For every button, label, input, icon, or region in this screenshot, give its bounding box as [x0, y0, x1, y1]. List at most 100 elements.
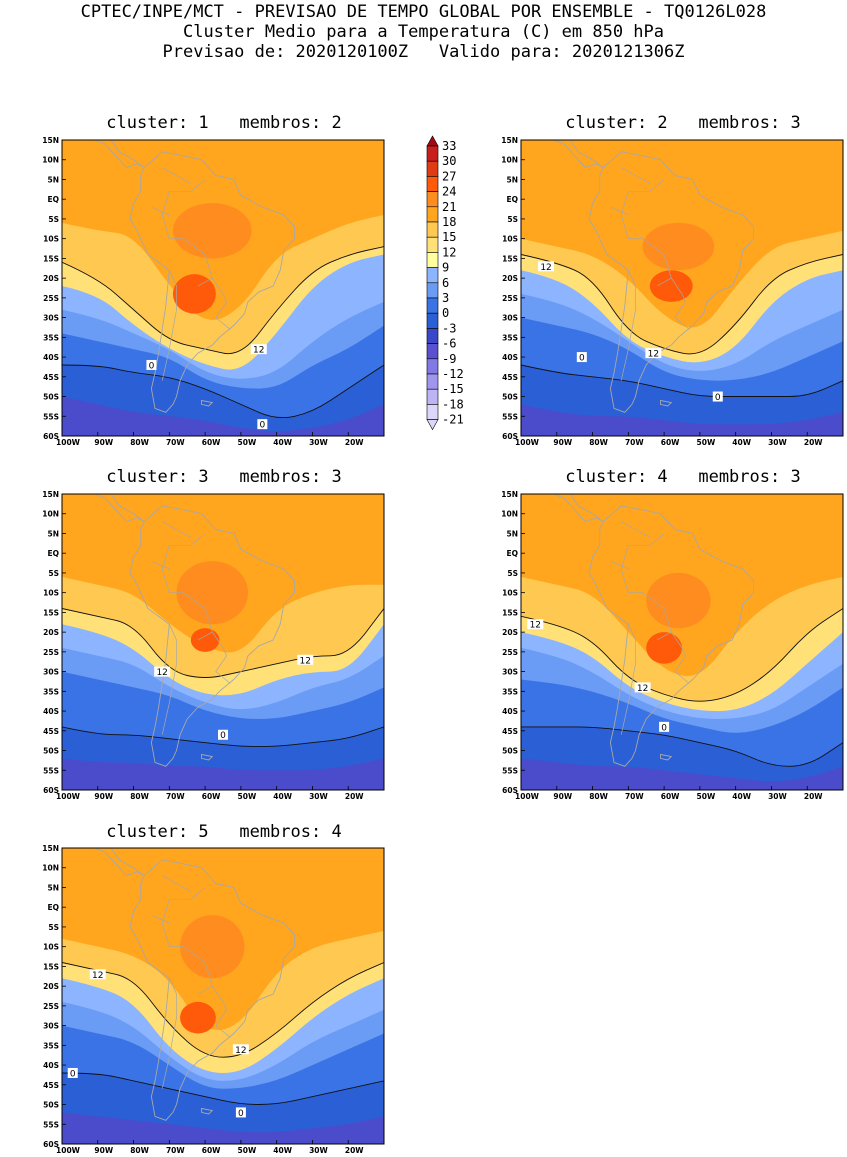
- contour-line-0: [521, 364, 843, 397]
- country-border: [161, 978, 177, 1089]
- legend-level-label: 24: [442, 185, 456, 199]
- longitude-label: 60W: [661, 792, 680, 801]
- map-panel-3: 12 12 0 15N 10N 5N EQ 5S 10S 15S 20S 25S 30S 35S 40S 45…: [42, 490, 385, 801]
- longitude-label: 70W: [166, 1146, 185, 1155]
- contour-label: 0: [220, 731, 226, 741]
- latitude-label: 30S: [502, 668, 518, 677]
- temperature-band-minus3: [62, 396, 384, 436]
- latitude-label: 55S: [43, 766, 59, 775]
- warm-core-region: [649, 270, 693, 302]
- legend-level-label: -21: [442, 413, 464, 427]
- contour-label-box: [527, 619, 544, 630]
- latitude-label: 50S: [502, 747, 518, 756]
- temperature-map: 12 12 0 15N 10N 5N EQ 5S 10S 15S 20S 25S 30S 35S 40S 45…: [42, 490, 385, 801]
- country-border: [162, 167, 191, 184]
- legend-bottom-arrow: [426, 419, 439, 431]
- legend-color-segment: [426, 312, 439, 329]
- warm-core-region: [190, 628, 220, 652]
- latitude-label: 15S: [502, 254, 518, 263]
- longitude-label: 20W: [345, 1146, 364, 1155]
- longitude-label: 100W: [515, 792, 540, 801]
- latitude-label: 25S: [43, 648, 59, 657]
- country-border: [161, 179, 231, 330]
- latitude-label: 25S: [502, 648, 518, 657]
- longitude-label: 40W: [732, 792, 751, 801]
- longitude-label: 80W: [130, 792, 149, 801]
- latitude-label: 5N: [48, 175, 60, 184]
- contour-label: 12: [648, 350, 659, 360]
- legend-color-segment: [426, 252, 439, 268]
- country-border: [656, 631, 672, 641]
- latitude-label: EQ: [48, 903, 60, 912]
- longitude-label: 60W: [202, 792, 221, 801]
- legend-level-label: -3: [442, 321, 456, 335]
- legend-level-label: 6: [442, 276, 449, 290]
- latitude-label: 15N: [501, 136, 518, 145]
- contour-label-box: [659, 721, 670, 732]
- country-border: [161, 533, 231, 684]
- contour-label: 0: [238, 1109, 244, 1119]
- contour-label: 12: [92, 971, 103, 981]
- longitude-label: 20W: [345, 792, 364, 801]
- latitude-label: 50S: [43, 1101, 59, 1110]
- latitude-label: 10S: [43, 235, 59, 244]
- latitude-label: 5N: [48, 883, 60, 892]
- latitude-label: 5S: [48, 923, 59, 932]
- latitude-label: 15N: [42, 490, 59, 499]
- panel-5-title: cluster: 5 membros: 4: [106, 822, 342, 842]
- country-border: [162, 521, 191, 538]
- contour-label-box: [538, 261, 555, 272]
- country-border: [620, 533, 690, 684]
- latitude-label: 40S: [43, 1061, 59, 1070]
- latitude-label: 10S: [43, 943, 59, 952]
- contour-label-box: [235, 1107, 246, 1118]
- color-scale-legend: 33 30 27 24 21 18 15 12 9 6 3 0 -3 -6 -9 -12 -15 -18 -21: [425, 134, 485, 444]
- latitude-label: 50S: [43, 393, 59, 402]
- contour-line-0: [62, 364, 384, 419]
- falkland-islands: [201, 753, 214, 761]
- map-frame: [520, 139, 844, 437]
- longitude-label: 40W: [273, 792, 292, 801]
- map-frame: [61, 493, 385, 791]
- south-america-coastline: [129, 859, 296, 1121]
- map-panel-1: 12 0 0 15N 10N 5N EQ 5S 10S 15S 20S 25S 30S 35S 40S 45S…: [42, 136, 385, 447]
- longitude-label: 80W: [589, 438, 608, 447]
- country-border: [621, 521, 650, 538]
- temperature-map: 12 12 0 0 15N 10N 5N EQ 5S 10S 15S 20S 25S 30S 35S 40S 4…: [42, 844, 385, 1155]
- longitude-label: 50W: [238, 792, 257, 801]
- map-panel-2: 12 12 0 0 15N 10N 5N EQ 5S 10S 15S 20S 25S 30S 35S 40S 4…: [501, 136, 844, 447]
- longitude-label: 30W: [309, 438, 328, 447]
- temperature-map: 12 0 0 15N 10N 5N EQ 5S 10S 15S 20S 25S 30S 35S 40S 45S…: [42, 136, 385, 447]
- longitude-label: 50W: [238, 1146, 257, 1155]
- longitude-label: 100W: [56, 438, 81, 447]
- map-frame: [520, 493, 844, 791]
- south-america-coastline: [588, 505, 755, 767]
- longitude-label: 30W: [768, 438, 787, 447]
- contour-label: 12: [530, 621, 541, 631]
- latitude-label: 25S: [43, 294, 59, 303]
- latitude-label: 20S: [43, 274, 59, 283]
- legend-color-segment: [426, 236, 439, 253]
- falkland-islands: [201, 399, 214, 407]
- latitude-label: 5S: [48, 569, 59, 578]
- latitude-label: 10N: [42, 510, 59, 519]
- temperature-map: 12 12 0 15N 10N 5N EQ 5S 10S 15S 20S 25S 30S 35S 40S 45…: [501, 490, 844, 801]
- latitude-label: 25S: [502, 294, 518, 303]
- contour-line-12: [62, 246, 384, 355]
- latitude-label: 55S: [43, 412, 59, 421]
- temperature-map: 12 12 0 0 15N 10N 5N EQ 5S 10S 15S 20S 25S 30S 35S 40S 4…: [501, 136, 844, 447]
- contour-line-12: [521, 254, 843, 355]
- contour-label: 12: [156, 668, 167, 678]
- latitude-label: 5S: [507, 215, 518, 224]
- contour-label-box: [67, 1067, 78, 1078]
- legend-level-label: 9: [442, 261, 449, 275]
- latitude-label: 55S: [502, 766, 518, 775]
- country-border: [151, 560, 170, 570]
- temperature-band-minus3: [521, 758, 843, 790]
- temperature-band-minus3: [521, 404, 843, 436]
- falkland-islands: [660, 399, 673, 407]
- country-border: [656, 277, 672, 287]
- longitude-label: 90W: [553, 438, 572, 447]
- contour-label-box: [250, 344, 267, 355]
- central-america-coastline: [92, 494, 145, 523]
